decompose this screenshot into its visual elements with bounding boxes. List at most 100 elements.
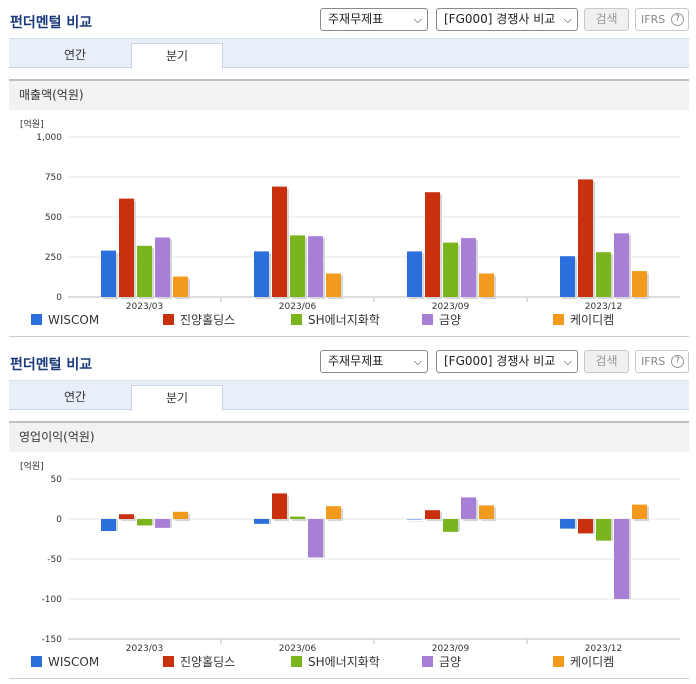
legend-swatch bbox=[163, 656, 174, 667]
unit-label: [억원] bbox=[20, 118, 44, 130]
chevron-down-icon: ⌵ bbox=[563, 13, 572, 26]
operating-income-bar-chart: [억원] -150 -100 -50 0 50 2023/03 2023/06 2023/09 2… bbox=[20, 460, 680, 654]
page-title: 펀더멘털 비교 bbox=[10, 15, 93, 31]
bar[interactable] bbox=[614, 233, 629, 297]
divider bbox=[9, 678, 689, 679]
chevron-down-icon: ⌵ bbox=[413, 13, 422, 26]
bar[interactable] bbox=[443, 242, 458, 297]
bar[interactable] bbox=[560, 519, 575, 529]
bar[interactable] bbox=[461, 238, 476, 297]
bar[interactable] bbox=[272, 493, 287, 519]
y-tick-label: 500 bbox=[45, 213, 62, 223]
x-tick-label: 2023/03 bbox=[126, 302, 163, 312]
search-button[interactable]: 검색 bbox=[584, 8, 629, 31]
legend-swatch bbox=[163, 314, 174, 325]
bar[interactable] bbox=[425, 510, 440, 519]
legend-swatch bbox=[553, 314, 564, 325]
section-title: 영업이익(억원) bbox=[9, 421, 689, 452]
statement-type-select[interactable]: 주재무제표 ⌵ bbox=[320, 350, 428, 373]
help-icon[interactable]: ? bbox=[671, 13, 684, 26]
bar[interactable] bbox=[101, 250, 116, 297]
bar[interactable] bbox=[290, 235, 305, 297]
revenue-bar-chart: [억원] 0 250 500 750 1,000 2023/03 2023/06 2023/09… bbox=[20, 118, 680, 312]
y-tick-label: -50 bbox=[47, 555, 62, 565]
statement-type-select[interactable]: 주재무제표 ⌵ bbox=[320, 8, 428, 31]
bar[interactable] bbox=[578, 519, 593, 534]
legend-label: WISCOM bbox=[48, 313, 100, 327]
compare-group-value: [FG000] 경쟁사 비교 bbox=[444, 354, 556, 368]
ifrs-button[interactable]: IFRS ? bbox=[635, 350, 689, 373]
bar[interactable] bbox=[173, 276, 188, 297]
y-tick-label: 0 bbox=[56, 293, 62, 303]
divider bbox=[9, 336, 689, 337]
compare-group-select[interactable]: [FG000] 경쟁사 비교 ⌵ bbox=[436, 8, 578, 31]
bar[interactable] bbox=[101, 519, 116, 531]
legend-label: SH에너지화학 bbox=[308, 655, 380, 669]
bar[interactable] bbox=[596, 252, 611, 297]
bar[interactable] bbox=[443, 519, 458, 532]
bar[interactable] bbox=[461, 497, 476, 519]
help-icon[interactable]: ? bbox=[671, 355, 684, 368]
period-tabs: 연간 분기 bbox=[9, 380, 689, 411]
y-tick-label: 250 bbox=[45, 253, 62, 263]
bar[interactable] bbox=[407, 251, 422, 297]
y-tick-label: 1,000 bbox=[36, 133, 62, 143]
bar[interactable] bbox=[479, 273, 494, 297]
bar[interactable] bbox=[479, 505, 494, 519]
bar[interactable] bbox=[254, 519, 269, 524]
chevron-down-icon: ⌵ bbox=[563, 355, 572, 368]
chart-legend: WISCOM 진양홀딩스 SH에너지화학 금양 케이디켐 bbox=[0, 654, 696, 672]
bar[interactable] bbox=[137, 245, 152, 297]
bar[interactable] bbox=[155, 237, 170, 297]
y-tick-label: 50 bbox=[51, 475, 63, 485]
legend-label: WISCOM bbox=[48, 655, 100, 669]
legend-label: 진양홀딩스 bbox=[180, 313, 236, 327]
bar[interactable] bbox=[560, 256, 575, 297]
y-tick-label: -150 bbox=[42, 635, 63, 645]
bar[interactable] bbox=[326, 506, 341, 519]
ifrs-button[interactable]: IFRS ? bbox=[635, 8, 689, 31]
bar[interactable] bbox=[308, 236, 323, 297]
tab-quarterly[interactable]: 분기 bbox=[131, 385, 223, 411]
legend-label: SH에너지화학 bbox=[308, 313, 380, 327]
bar[interactable] bbox=[407, 519, 422, 520]
x-tick-label: 2023/03 bbox=[126, 644, 163, 654]
bar[interactable] bbox=[632, 504, 647, 519]
x-tick-label: 2023/06 bbox=[279, 302, 317, 312]
y-tick-label: 0 bbox=[56, 515, 62, 525]
period-tabs: 연간 분기 bbox=[9, 38, 689, 69]
panel-revenue: 펀더멘털 비교 주재무제표 ⌵ [FG000] 경쟁사 비교 ⌵ 검색 IFRS… bbox=[9, 8, 689, 337]
x-tick-label: 2023/09 bbox=[432, 644, 470, 654]
x-tick-label: 2023/06 bbox=[279, 644, 317, 654]
bar[interactable] bbox=[614, 519, 629, 599]
bar[interactable] bbox=[119, 514, 134, 519]
bar[interactable] bbox=[272, 186, 287, 297]
search-button[interactable]: 검색 bbox=[584, 350, 629, 373]
bar[interactable] bbox=[155, 519, 170, 528]
bar[interactable] bbox=[173, 511, 188, 519]
x-tick-label: 2023/09 bbox=[432, 302, 470, 312]
y-tick-label: 750 bbox=[45, 173, 62, 183]
y-tick-label: -100 bbox=[42, 595, 63, 605]
panel-operating-income: 펀더멘털 비교 주재무제표 ⌵ [FG000] 경쟁사 비교 ⌵ 검색 IFRS… bbox=[0, 342, 696, 684]
bar[interactable] bbox=[254, 251, 269, 297]
compare-group-select[interactable]: [FG000] 경쟁사 비교 ⌵ bbox=[436, 350, 578, 373]
bar[interactable] bbox=[119, 198, 134, 297]
tab-annual[interactable]: 연간 bbox=[63, 48, 87, 62]
bar[interactable] bbox=[326, 273, 341, 297]
bar[interactable] bbox=[578, 179, 593, 297]
legend-swatch bbox=[422, 656, 433, 667]
bar[interactable] bbox=[596, 519, 611, 541]
chevron-down-icon: ⌵ bbox=[413, 355, 422, 368]
bar[interactable] bbox=[308, 519, 323, 558]
tab-quarterly[interactable]: 분기 bbox=[131, 43, 223, 69]
tab-annual[interactable]: 연간 bbox=[63, 390, 87, 404]
legend-swatch bbox=[31, 656, 42, 667]
bar[interactable] bbox=[137, 519, 152, 526]
ifrs-label: IFRS bbox=[641, 355, 666, 368]
bar[interactable] bbox=[425, 192, 440, 297]
bar[interactable] bbox=[632, 271, 647, 297]
legend-label: 케이디켐 bbox=[570, 655, 615, 669]
bar[interactable] bbox=[290, 516, 305, 519]
page-title: 펀더멘털 비교 bbox=[10, 357, 93, 373]
